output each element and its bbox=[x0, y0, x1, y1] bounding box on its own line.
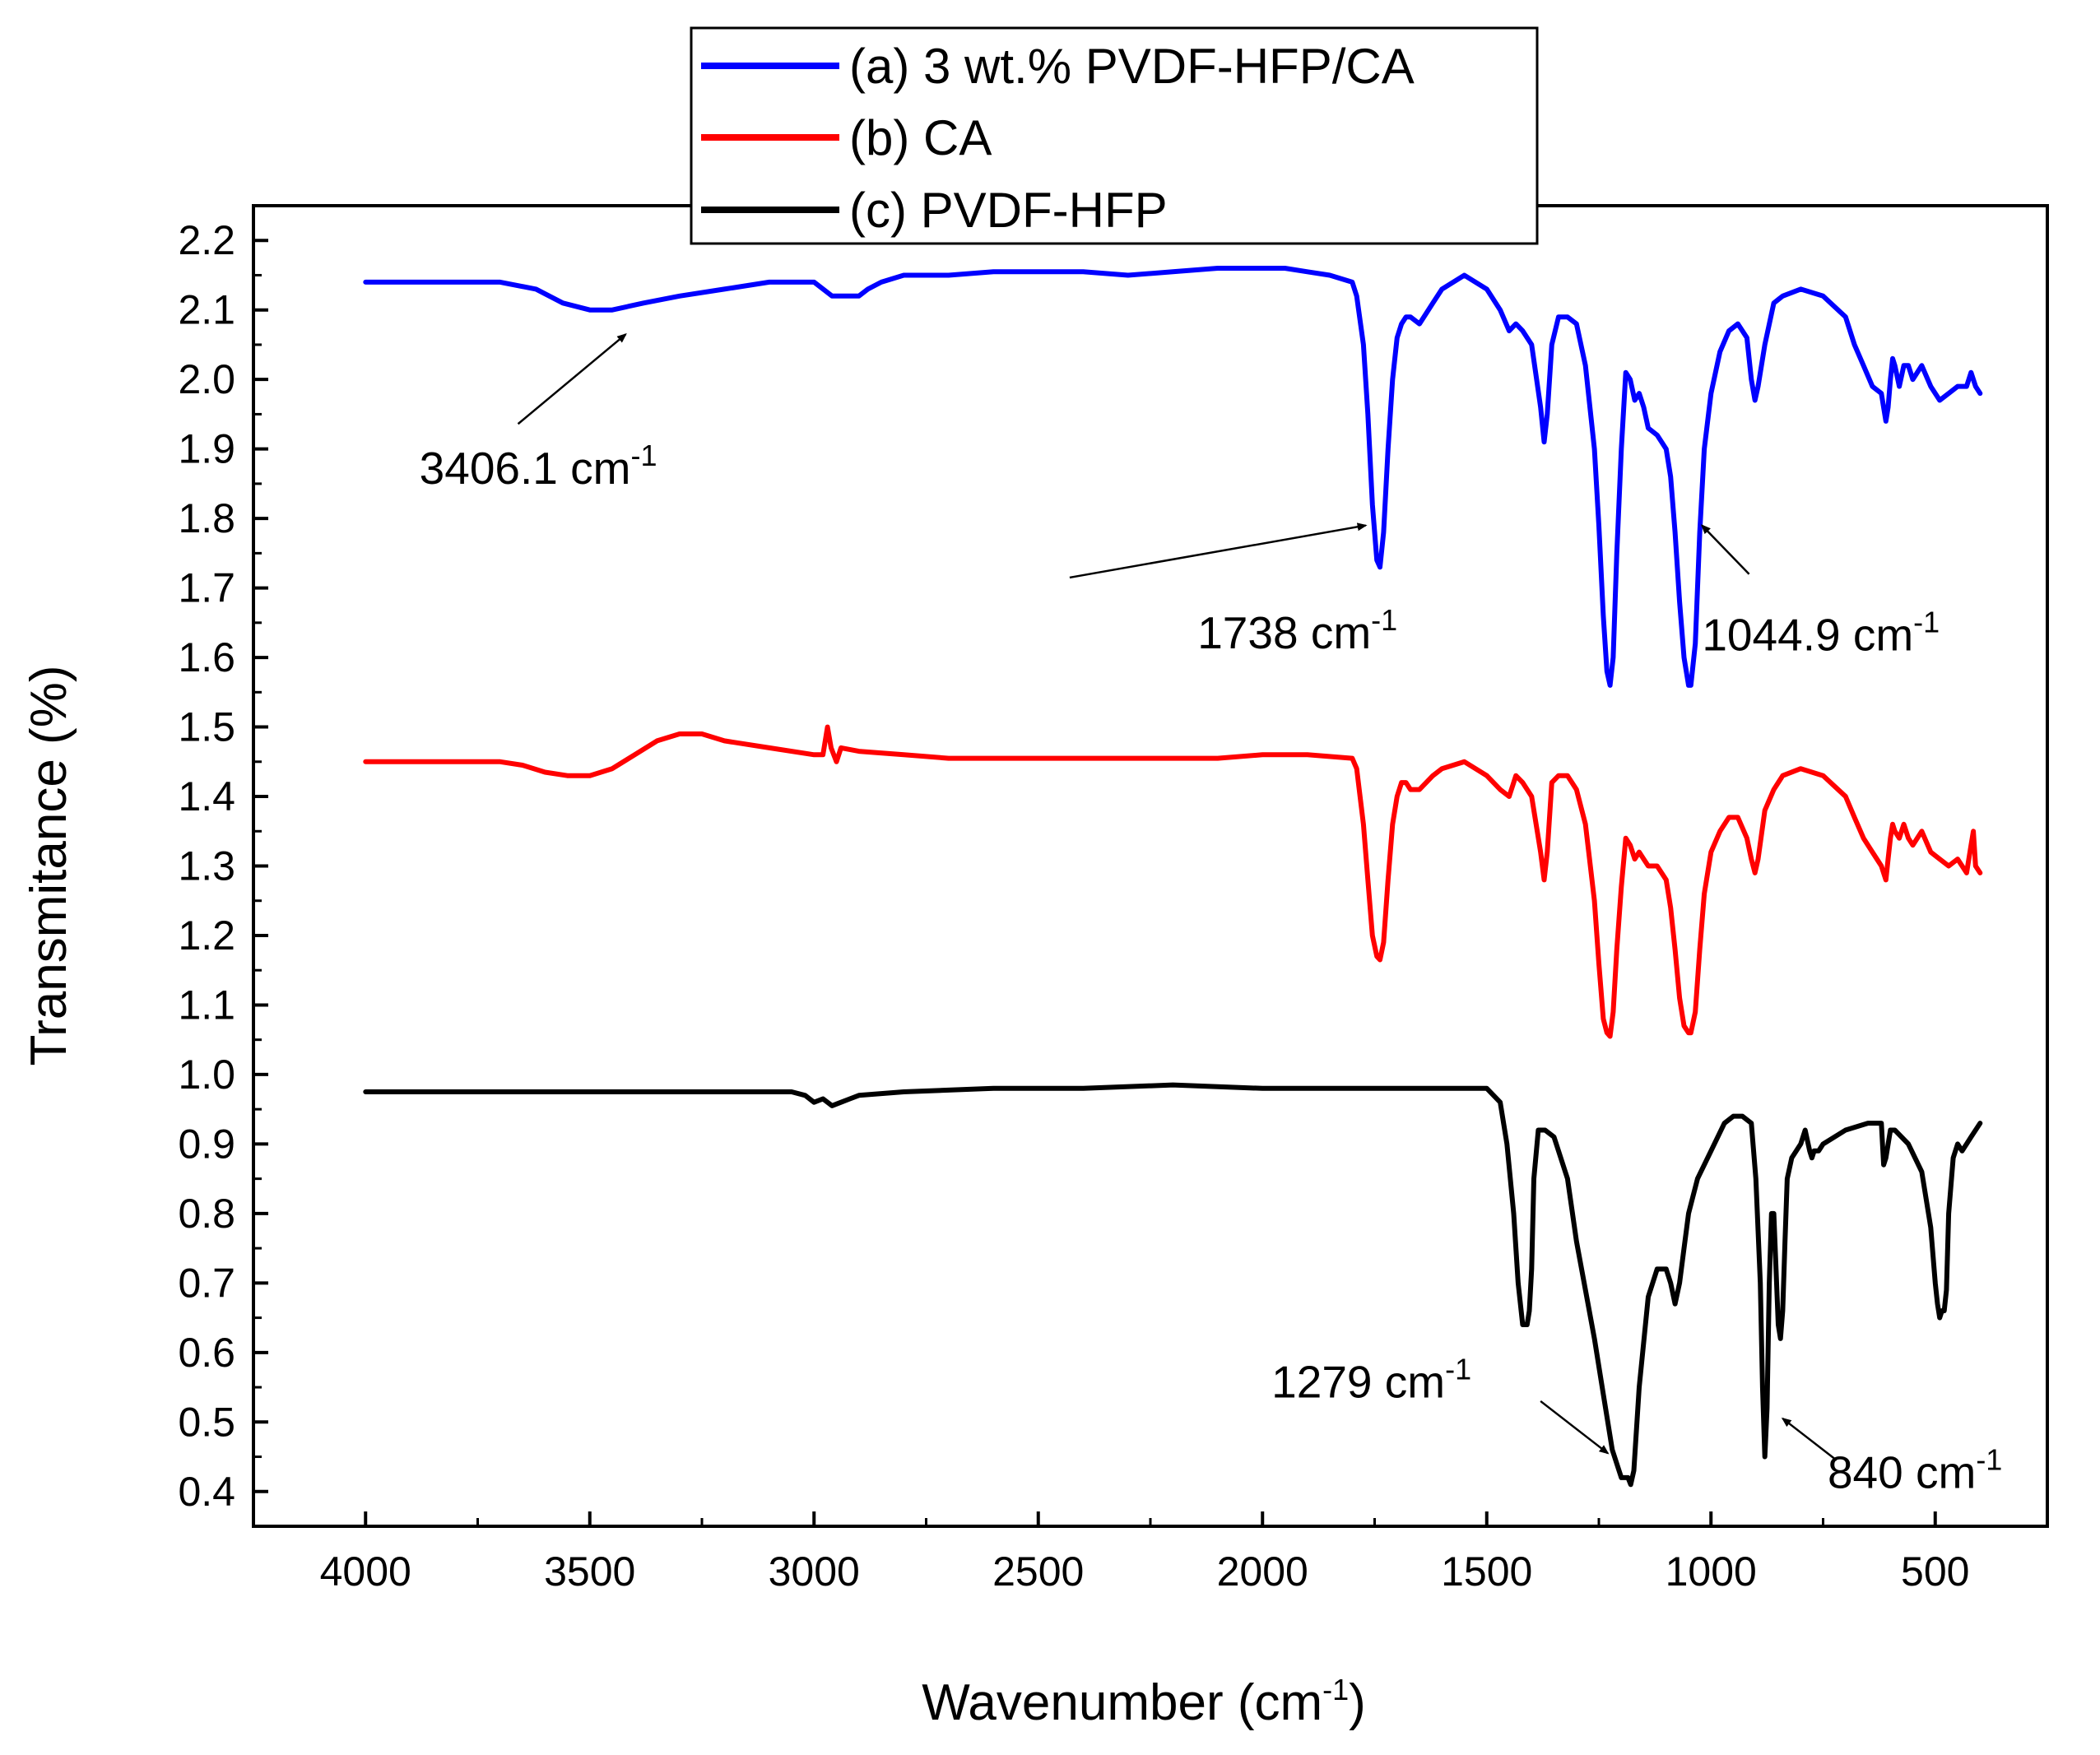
series-line-a bbox=[363, 266, 1983, 688]
y-tick-label: 1.3 bbox=[178, 843, 235, 889]
annotation-arrow bbox=[1540, 1400, 1610, 1455]
y-tick-label: 1.4 bbox=[178, 773, 235, 819]
y-tick-label: 2.2 bbox=[178, 217, 235, 263]
y-tick-label: 1.5 bbox=[178, 704, 235, 750]
y-tick-label: 1.8 bbox=[178, 495, 235, 541]
y-tick-label: 1.1 bbox=[178, 982, 235, 1028]
y-tick-label: 1.2 bbox=[178, 912, 235, 959]
annotation-arrow bbox=[1069, 522, 1368, 579]
y-tick-label: 0.9 bbox=[178, 1121, 235, 1167]
x-tick-label: 1500 bbox=[1441, 1548, 1532, 1595]
legend: (a) 3 wt.% PVDF-HFP/CA (b) CA (c) PVDF-H… bbox=[690, 26, 1539, 245]
annotation-arrow bbox=[1781, 1417, 1838, 1461]
x-axis-title: Wavenumber (cm-1) bbox=[922, 1673, 1366, 1731]
x-tick-label: 3500 bbox=[544, 1548, 635, 1595]
x-tick-label: 2500 bbox=[992, 1548, 1084, 1595]
y-tick-label: 0.5 bbox=[178, 1399, 235, 1445]
y-tick-label: 0.7 bbox=[178, 1260, 235, 1306]
ticks-layer: 4000 3500 3000 2500 2000 1500 1000 500 0.4 0.5 0.6… bbox=[178, 217, 2049, 1595]
y-tick-label: 2.0 bbox=[178, 356, 235, 402]
y-tick-label: 1.7 bbox=[178, 565, 235, 611]
legend-label-a: (a) 3 wt.% PVDF-HFP/CA bbox=[849, 39, 1415, 94]
annotations-layer: 3406.1 cm-1 1738 cm-1 1044.9 cm-1 1279 cm-1… bbox=[420, 332, 2002, 1498]
y-tick-label: 1.9 bbox=[178, 426, 235, 472]
annotation-label: 3406.1 cm-1 bbox=[420, 439, 657, 494]
y-tick-label: 1.6 bbox=[178, 634, 235, 680]
y-tick-label: 0.8 bbox=[178, 1191, 235, 1237]
legend-label-b: (b) CA bbox=[849, 110, 992, 165]
x-tick-label: 4000 bbox=[320, 1548, 411, 1595]
x-tick-label: 500 bbox=[1901, 1548, 1969, 1595]
y-tick-label: 0.4 bbox=[178, 1469, 235, 1515]
x-tick-label: 3000 bbox=[769, 1548, 860, 1595]
legend-label-c: (c) PVDF-HFP bbox=[849, 183, 1168, 238]
y-axis-title: Transmitance (%) bbox=[21, 666, 77, 1066]
series-line-c bbox=[363, 1082, 1983, 1488]
annotation-arrow bbox=[517, 332, 627, 425]
x-tick-label: 2000 bbox=[1217, 1548, 1308, 1595]
y-tick-label: 1.0 bbox=[178, 1052, 235, 1098]
annotation-label: 1044.9 cm-1 bbox=[1702, 606, 1940, 661]
y-tick-label: 0.6 bbox=[178, 1330, 235, 1376]
annotation-label: 1738 cm-1 bbox=[1197, 603, 1397, 658]
x-tick-label: 1000 bbox=[1666, 1548, 1757, 1595]
y-tick-label: 2.1 bbox=[178, 287, 235, 333]
annotation-label: 840 cm-1 bbox=[1828, 1443, 2002, 1498]
annotation-arrow bbox=[1700, 524, 1750, 575]
series-layer bbox=[363, 266, 1983, 1488]
annotation-label: 1279 cm-1 bbox=[1271, 1353, 1471, 1408]
series-line-b bbox=[363, 724, 1983, 1039]
